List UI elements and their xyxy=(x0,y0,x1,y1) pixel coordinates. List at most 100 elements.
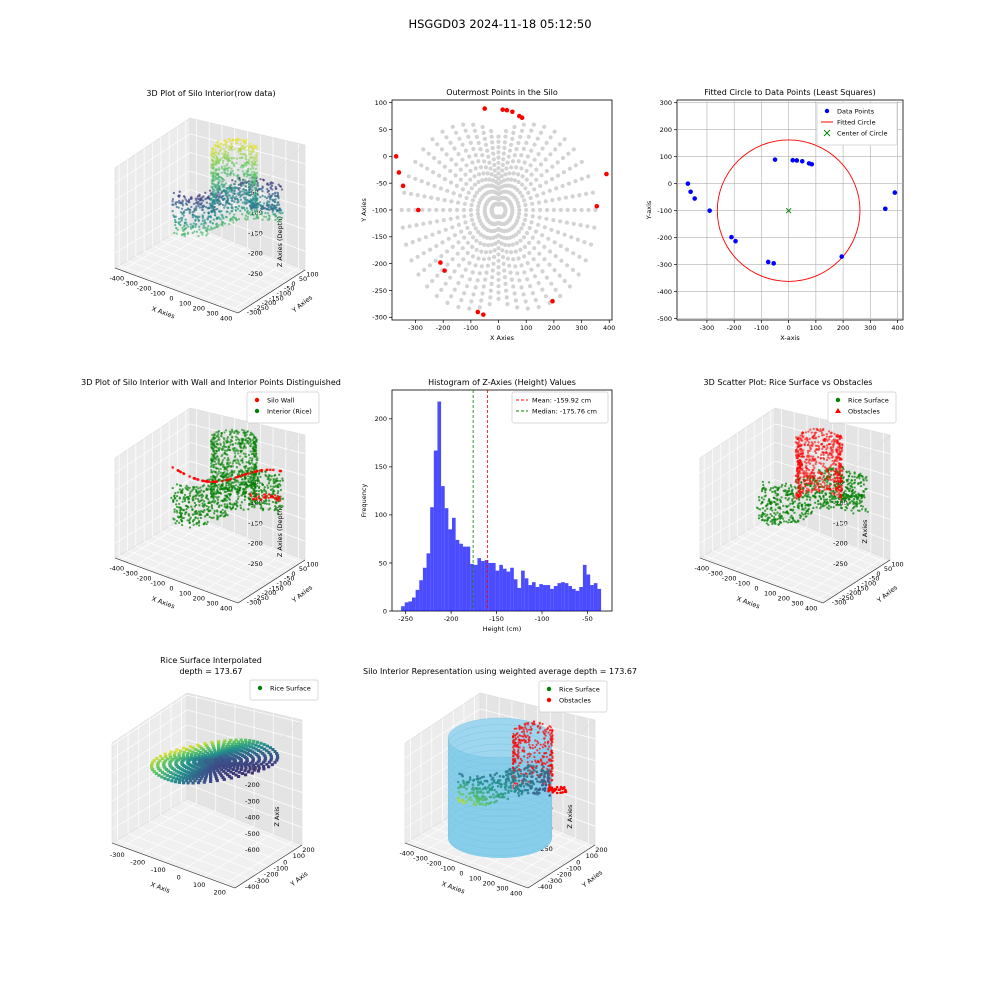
data-point xyxy=(538,162,544,167)
data-point xyxy=(552,268,557,273)
histogram-bar xyxy=(448,529,452,611)
data-point xyxy=(471,222,476,227)
data-point xyxy=(172,203,175,206)
data-point xyxy=(212,162,215,165)
data-point xyxy=(813,450,817,453)
data-point xyxy=(524,140,529,145)
data-point xyxy=(223,171,226,174)
data-point xyxy=(814,451,818,455)
data-point xyxy=(200,222,203,226)
chart-title: Histogram of Z-Axies (Height) Values xyxy=(428,378,576,387)
data-point xyxy=(445,188,450,193)
data-point xyxy=(230,203,233,206)
data-point xyxy=(487,160,492,165)
data-point xyxy=(248,185,252,189)
data-point xyxy=(467,306,472,311)
data-point xyxy=(205,504,208,508)
data-point xyxy=(573,179,578,184)
data-point xyxy=(174,215,178,218)
data-point xyxy=(240,145,244,148)
data-point xyxy=(213,445,216,448)
data-point xyxy=(467,277,472,282)
x-tick-label: -300 xyxy=(708,570,723,578)
data-point xyxy=(798,439,801,442)
data-point xyxy=(837,434,840,437)
data-point xyxy=(233,450,236,453)
data-point xyxy=(499,241,504,246)
data-point xyxy=(242,188,245,191)
data-point xyxy=(757,507,760,510)
data-point xyxy=(251,492,255,495)
data-point xyxy=(793,505,796,509)
data-point xyxy=(244,198,247,202)
data-point xyxy=(790,514,793,517)
data-point xyxy=(242,508,245,511)
data-point xyxy=(221,512,224,515)
histogram-bar xyxy=(404,602,409,611)
data-point xyxy=(207,488,210,491)
data-point xyxy=(223,150,227,153)
x-tick-label: -150 xyxy=(489,615,504,623)
grid-line xyxy=(737,535,857,582)
data-point xyxy=(415,207,421,213)
data-point xyxy=(862,479,865,482)
data-point xyxy=(202,222,206,225)
data-point xyxy=(214,192,217,196)
y-tick-label: -100 xyxy=(657,207,672,215)
data-point xyxy=(237,205,241,208)
data-point xyxy=(808,449,811,452)
data-point xyxy=(797,502,800,506)
data-point xyxy=(229,171,233,175)
data-point xyxy=(213,210,216,214)
data-point xyxy=(841,443,844,446)
data-point xyxy=(218,185,221,188)
data-point xyxy=(276,479,279,483)
data-point xyxy=(270,475,273,478)
data-point xyxy=(507,171,512,176)
data-point xyxy=(504,295,509,300)
grid-line xyxy=(160,240,280,288)
data-point xyxy=(476,204,481,209)
data-point xyxy=(527,250,532,256)
histogram-bar xyxy=(546,585,551,611)
data-point xyxy=(502,140,507,145)
data-point xyxy=(233,213,236,216)
data-point xyxy=(251,211,254,214)
data-point xyxy=(245,189,248,192)
data-point xyxy=(217,181,221,184)
data-point xyxy=(842,494,845,498)
data-point xyxy=(241,459,244,462)
data-point xyxy=(526,190,531,195)
data-point xyxy=(807,493,810,496)
data-point xyxy=(468,140,473,145)
data-point xyxy=(520,182,525,187)
data-point xyxy=(519,263,524,268)
data-point xyxy=(276,217,279,221)
data-point xyxy=(194,503,198,507)
data-point xyxy=(826,476,829,479)
data-point xyxy=(769,512,772,516)
data-point xyxy=(229,183,232,187)
data-point xyxy=(459,298,464,303)
data-point xyxy=(247,492,250,496)
data-point xyxy=(231,462,234,465)
grid-line xyxy=(699,442,776,491)
data-point xyxy=(276,195,280,198)
data-point xyxy=(485,171,490,176)
data-point xyxy=(236,207,240,211)
data-point xyxy=(578,223,583,228)
data-point xyxy=(205,229,208,232)
data-point xyxy=(198,491,202,494)
x-tick-label: 300 xyxy=(206,600,218,608)
data-point xyxy=(845,486,848,490)
data-point xyxy=(237,481,240,484)
data-point xyxy=(533,229,539,234)
data-point xyxy=(825,435,828,438)
data-point xyxy=(243,181,246,185)
data-point xyxy=(222,168,225,171)
data-point xyxy=(276,204,279,207)
data-point xyxy=(181,226,184,230)
data-point xyxy=(795,469,799,473)
data-point xyxy=(175,503,178,506)
data-point xyxy=(256,202,259,205)
